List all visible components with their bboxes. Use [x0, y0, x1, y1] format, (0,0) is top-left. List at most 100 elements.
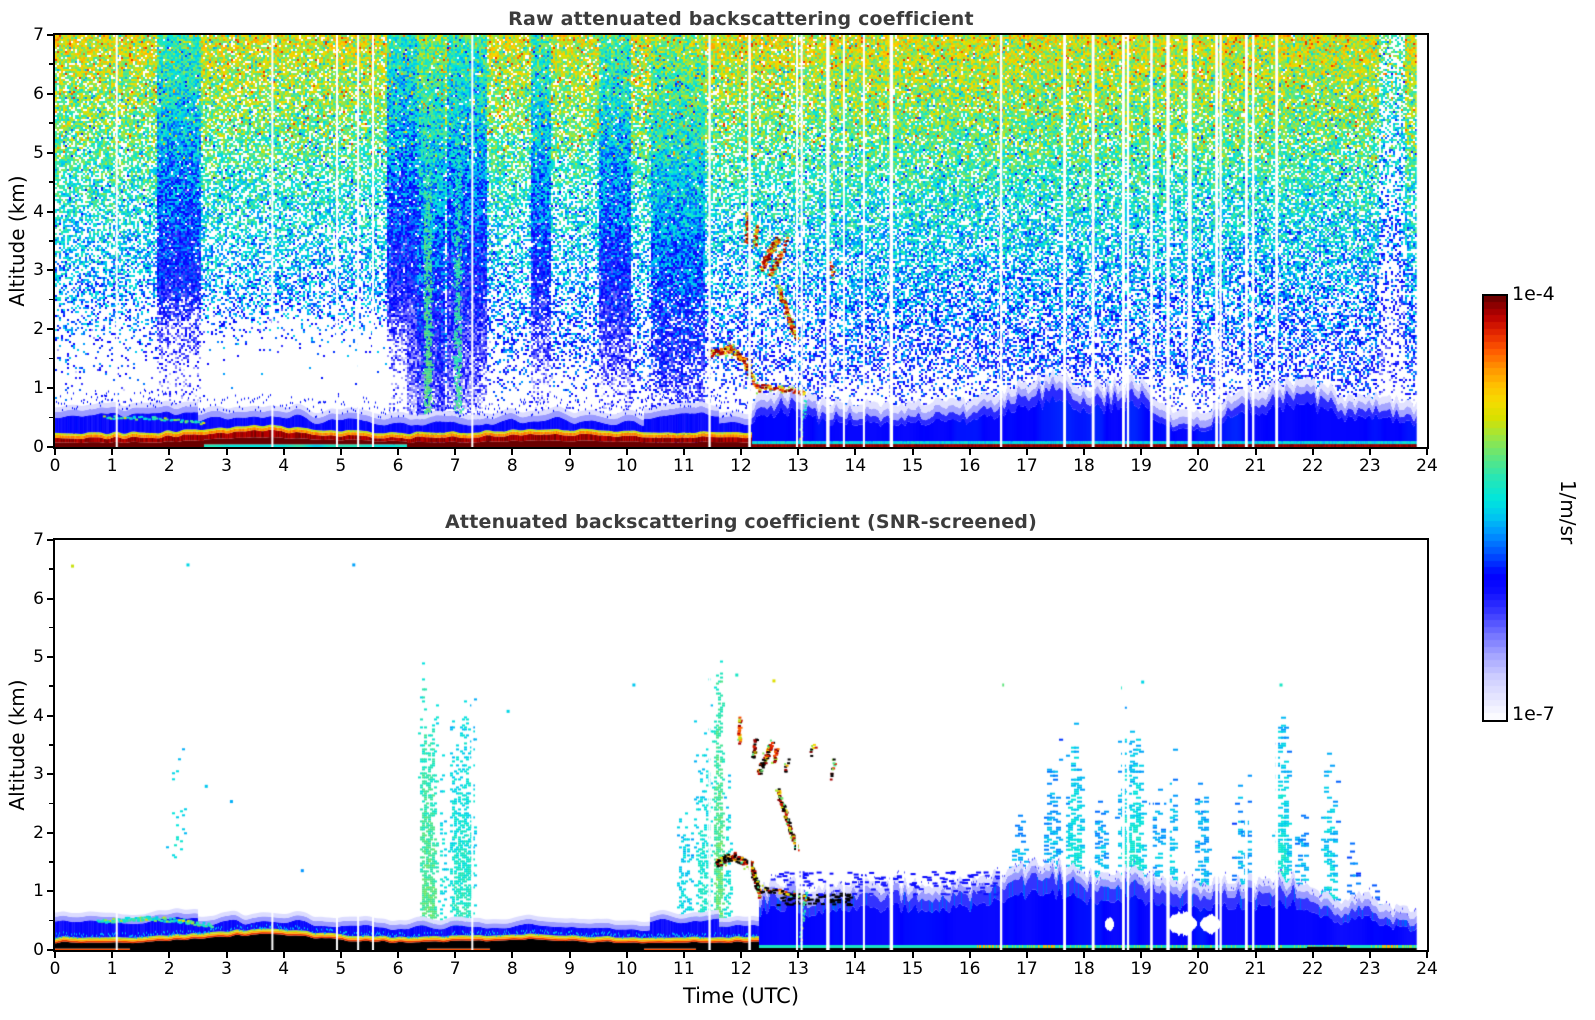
x-tick-label: 3 [221, 456, 232, 476]
x-tick-label: 18 [1073, 456, 1095, 476]
x-tick-label: 4 [278, 959, 290, 979]
x-tick-mark [168, 952, 171, 958]
y-tick-mark [47, 269, 53, 272]
y-tick-mark [47, 539, 53, 541]
colorbar-unit-label: 1/m/sr [1556, 479, 1580, 545]
x-tick-label: 17 [1016, 959, 1038, 979]
x-tick-label: 13 [787, 959, 809, 979]
y-tick-mark [47, 151, 53, 154]
x-tick-label: 14 [844, 959, 867, 979]
y-tick-label: 4 [33, 705, 44, 726]
colorbar [1482, 294, 1508, 722]
x-tick-label: 6 [392, 456, 404, 476]
y-tick-label: 3 [33, 260, 44, 281]
y-minor-tick-mark [49, 919, 53, 922]
y-tick-label: 7 [33, 530, 44, 550]
y-tick-label: 6 [33, 83, 44, 104]
x-tick-label: 23 [1359, 456, 1381, 476]
x-tick-label: 20 [1187, 456, 1210, 476]
x-tick-mark [397, 449, 399, 455]
x-tick-label: 14 [844, 456, 867, 476]
y-tick-mark [47, 92, 53, 95]
x-tick-mark [54, 952, 56, 958]
colorbar-min-label: 1e-7 [1512, 703, 1555, 725]
x-tick-mark [911, 449, 914, 455]
x-tick-label: 11 [673, 456, 695, 476]
x-tick-label: 21 [1244, 959, 1267, 979]
x-tick-label: 1 [106, 456, 118, 476]
x-tick-mark [1426, 952, 1428, 958]
x-axis-label: Time (UTC) [682, 984, 800, 1008]
x-tick-mark [1254, 449, 1257, 455]
x-tick-label: 5 [335, 456, 347, 476]
x-tick-label: 22 [1301, 959, 1324, 979]
top-y-axis-label: Altitude (km) [5, 175, 29, 307]
y-tick-mark [47, 597, 53, 600]
x-tick-label: 18 [1073, 959, 1095, 979]
x-tick-mark [454, 449, 457, 455]
x-tick-label: 16 [958, 456, 981, 476]
y-tick-mark [47, 34, 53, 36]
y-tick-mark [47, 210, 53, 213]
x-tick-label: 21 [1244, 456, 1267, 476]
x-tick-label: 19 [1130, 959, 1152, 979]
x-tick-mark [968, 952, 971, 958]
x-tick-label: 5 [335, 959, 347, 979]
x-tick-mark [282, 952, 285, 958]
y-tick-mark [47, 714, 53, 717]
x-tick-mark [568, 952, 571, 958]
y-tick-label: 6 [33, 588, 44, 609]
x-tick-mark [854, 952, 857, 958]
y-minor-tick-mark [49, 685, 53, 687]
x-tick-mark [797, 952, 800, 958]
x-tick-label: 2 [163, 959, 175, 979]
bottom-panel-title: Attenuated backscattering coefficient (S… [445, 511, 1037, 533]
y-minor-tick-mark [49, 861, 53, 863]
x-tick-label: 9 [564, 456, 575, 476]
x-tick-mark [225, 952, 228, 958]
y-tick-mark [47, 656, 53, 659]
x-tick-label: 3 [221, 959, 232, 979]
x-tick-label: 24 [1416, 959, 1438, 979]
y-minor-tick-mark [49, 744, 53, 746]
x-tick-mark [797, 449, 800, 455]
x-tick-mark [1368, 449, 1371, 455]
y-tick-label: 2 [33, 822, 44, 843]
x-tick-mark [740, 449, 742, 455]
y-tick-label: 0 [33, 437, 44, 457]
x-tick-label: 7 [449, 456, 461, 476]
y-minor-tick-mark [49, 122, 53, 124]
raw-backscatter-heatmap [55, 35, 1427, 447]
x-tick-label: 1 [106, 959, 118, 979]
x-tick-mark [511, 952, 514, 958]
x-tick-label: 8 [506, 456, 518, 476]
x-tick-label: 17 [1016, 456, 1038, 476]
y-tick-mark [47, 387, 53, 390]
x-tick-mark [168, 449, 171, 455]
x-tick-mark [911, 952, 914, 958]
y-tick-label: 5 [33, 142, 44, 163]
x-tick-mark [1311, 449, 1314, 455]
x-tick-label: 13 [787, 456, 809, 476]
x-tick-mark [968, 449, 971, 455]
y-tick-label: 0 [33, 940, 44, 960]
raw-backscatter-panel [53, 33, 1429, 449]
x-tick-label: 22 [1301, 456, 1324, 476]
x-tick-label: 23 [1359, 959, 1381, 979]
x-tick-mark [1426, 449, 1428, 455]
y-tick-label: 7 [33, 25, 44, 45]
x-tick-mark [1140, 952, 1143, 958]
x-tick-mark [625, 952, 628, 958]
x-tick-label: 20 [1187, 959, 1210, 979]
x-tick-label: 16 [958, 959, 981, 979]
y-minor-tick-mark [49, 240, 53, 242]
x-tick-label: 2 [163, 456, 175, 476]
x-tick-mark [1311, 952, 1314, 958]
y-tick-mark [47, 831, 53, 834]
y-tick-label: 3 [33, 764, 44, 785]
x-tick-label: 6 [392, 959, 404, 979]
x-tick-mark [339, 952, 342, 958]
x-tick-mark [568, 449, 571, 455]
x-tick-label: 12 [730, 959, 752, 979]
